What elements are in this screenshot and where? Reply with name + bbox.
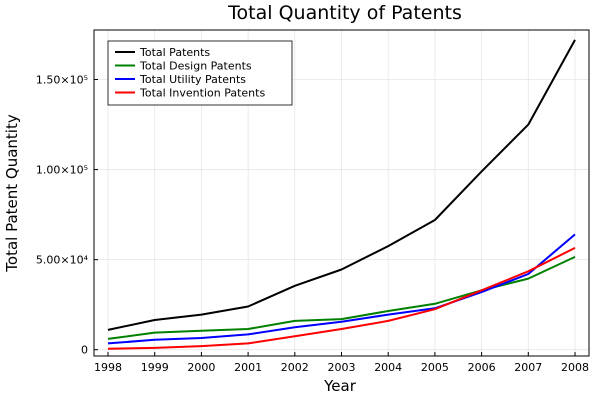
series-line-total-utility-patents [107,233,576,345]
grid [94,30,589,356]
legend-label: Total Patents [139,46,210,59]
x-tick-label: 2005 [421,361,449,374]
x-tick-label: 2000 [187,361,215,374]
legend-label: Total Invention Patents [139,87,265,100]
y-tick-label: 1.50×10⁵ [36,74,88,87]
chart-title: Total Quantity of Patents [227,2,462,24]
series-line-total-patents [107,39,576,331]
x-tick-label: 2002 [281,361,309,374]
y-tick-label: 0 [81,344,88,357]
x-axis-label: Year [323,377,357,395]
x-tick-label: 2006 [468,361,496,374]
x-tick-label: 2003 [328,361,356,374]
x-tick-label: 1998 [94,361,122,374]
x-axis-ticks: 1998 1999 2000 2001 2002 2003 2004 2005 2006 2007… [94,352,589,374]
y-axis-label: Total Patent Quantity [3,114,21,273]
legend-box [107,40,293,106]
y-tick-label: 1.00×10⁵ [36,164,88,177]
series-lines [107,39,576,350]
x-tick-label: 2004 [374,361,402,374]
x-tick-label: 2001 [234,361,262,374]
series-line-total-invention-patents [107,247,576,350]
y-axis-ticks: 0 5.00×10⁴ 1.00×10⁵ 1.50×10⁵ [36,74,98,357]
legend-label: Total Utility Patents [139,73,246,86]
x-tick-label: 1999 [141,361,169,374]
x-tick-label: 2008 [561,361,589,374]
x-tick-label: 2007 [514,361,542,374]
legend-label: Total Design Patents [139,60,252,73]
y-tick-label: 5.00×10⁴ [36,254,89,267]
